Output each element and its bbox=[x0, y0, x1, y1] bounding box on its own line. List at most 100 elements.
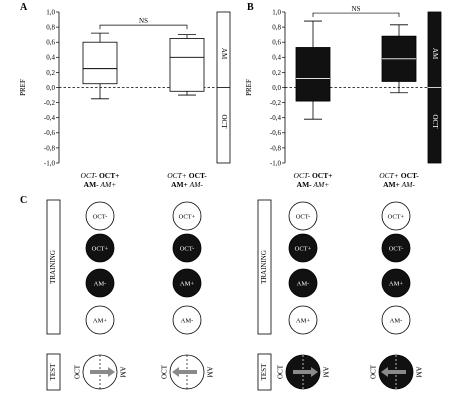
training-circle-label: AM- bbox=[94, 280, 107, 287]
training-circle bbox=[381, 233, 411, 263]
side-label-oct: OCT bbox=[431, 114, 439, 129]
condition-label-part: OCT+ bbox=[379, 171, 399, 180]
training-circle-label: AM+ bbox=[180, 280, 194, 287]
arrow-head bbox=[172, 367, 179, 377]
y-tick-label: -0,6 bbox=[270, 129, 282, 137]
condition-label: OCT+ OCT- bbox=[379, 171, 419, 180]
training-circle-label: OCT+ bbox=[295, 245, 312, 252]
y-tick-label: -0,8 bbox=[44, 144, 56, 152]
condition-label: OCT- OCT+ bbox=[81, 171, 120, 180]
condition-label-part: OCT- bbox=[294, 171, 311, 180]
training-label-box bbox=[46, 199, 61, 335]
training-circle bbox=[288, 268, 318, 298]
condition-label: OCT+ OCT- bbox=[167, 171, 207, 180]
condition-label-part: OCT+ bbox=[167, 171, 187, 180]
training-circle-label: OCT- bbox=[389, 245, 404, 252]
condition-label-part: AM- bbox=[297, 180, 312, 189]
condition-label-part: OCT+ bbox=[97, 171, 119, 180]
training-circle bbox=[381, 201, 411, 231]
training-circle bbox=[85, 268, 115, 298]
y-tick-label: 0,6 bbox=[272, 39, 281, 47]
y-tick-label: -1,0 bbox=[270, 159, 282, 167]
y-tick-label: 0,2 bbox=[272, 69, 281, 77]
y-tick-label: 0,8 bbox=[272, 24, 281, 32]
condition-label-part: AM- bbox=[84, 180, 99, 189]
training-circle-label: AM- bbox=[181, 317, 194, 324]
y-tick-label: -0,2 bbox=[44, 99, 56, 107]
training-circle-label: OCT+ bbox=[92, 245, 109, 252]
training-circle bbox=[85, 305, 115, 335]
y-tick-label: 0,0 bbox=[46, 84, 55, 92]
y-tick-label: -0,4 bbox=[44, 114, 56, 122]
test-odor-label-oct: OCT bbox=[161, 364, 169, 379]
condition-label-part: OCT- bbox=[399, 171, 419, 180]
training-circle-label: OCT+ bbox=[179, 213, 196, 220]
training-circle-label: AM+ bbox=[93, 317, 107, 324]
condition-label: AM- AM+ bbox=[84, 180, 117, 189]
box bbox=[295, 47, 331, 102]
y-tick-label: -0,6 bbox=[44, 129, 56, 137]
training-label: TRAINING bbox=[49, 250, 57, 284]
condition-label-part: AM+ bbox=[383, 180, 400, 189]
significance-bracket bbox=[312, 12, 400, 18]
training-circle bbox=[381, 268, 411, 298]
panel-letter: A bbox=[20, 2, 28, 13]
panel-letter: C bbox=[20, 195, 27, 206]
training-circle-label: AM+ bbox=[296, 317, 310, 324]
training-circle-label: AM- bbox=[297, 280, 310, 287]
training-circle bbox=[172, 233, 202, 263]
training-circle bbox=[172, 201, 202, 231]
test-label-box bbox=[46, 353, 61, 391]
condition-label-part: OCT+ bbox=[310, 171, 332, 180]
test-label: TEST bbox=[260, 363, 268, 380]
y-tick-label: 0,8 bbox=[46, 24, 55, 32]
y-tick-label: 0,0 bbox=[272, 84, 281, 92]
y-tick-label: 1,0 bbox=[272, 8, 281, 16]
y-tick-label: 0,4 bbox=[46, 54, 55, 62]
training-circle-label: OCT+ bbox=[388, 213, 405, 220]
training-circle-label: OCT- bbox=[93, 213, 108, 220]
condition-label-part: AM- bbox=[400, 180, 416, 189]
condition-label: AM+ AM- bbox=[171, 180, 203, 189]
arrow-head bbox=[381, 367, 388, 377]
test-odor-label-oct: OCT bbox=[370, 364, 378, 379]
arrow-head bbox=[311, 367, 318, 377]
significance-label: NS bbox=[352, 5, 361, 13]
y-tick-label: 0,2 bbox=[46, 69, 55, 77]
panel-c: C TRAINING TEST OCT- OCT+ AM- AM+ OCT AM OCT+ OCT-… bbox=[20, 195, 422, 391]
condition-label: AM+ AM- bbox=[383, 180, 415, 189]
training-label-box bbox=[257, 199, 272, 335]
arrow-head bbox=[108, 367, 115, 377]
condition-label-part: OCT- bbox=[187, 171, 207, 180]
y-tick-label: -1,0 bbox=[44, 159, 56, 167]
panel-b: B 1,0 0,8 0,6 0,4 0,2 0,0 -0,2 -0,4 -0,6 -0,8 -1,0 P… bbox=[245, 2, 442, 189]
condition-label-part: AM+ bbox=[312, 180, 330, 189]
y-tick-label: -0,8 bbox=[270, 144, 282, 152]
y-tick-label: 0,6 bbox=[46, 39, 55, 47]
training-circle bbox=[381, 305, 411, 335]
y-axis-label: PREF bbox=[245, 79, 253, 96]
y-tick-label: 1,0 bbox=[46, 8, 55, 16]
training-circle bbox=[288, 233, 318, 263]
condition-label-part: AM+ bbox=[99, 180, 117, 189]
training-circle bbox=[172, 268, 202, 298]
training-circle bbox=[85, 233, 115, 263]
training-circle bbox=[172, 305, 202, 335]
y-axis-label: PREF bbox=[19, 79, 27, 96]
condition-label: OCT- OCT+ bbox=[294, 171, 333, 180]
y-tick-label: -0,4 bbox=[270, 114, 282, 122]
training-label: TRAINING bbox=[260, 250, 268, 284]
test-label: TEST bbox=[49, 363, 57, 380]
side-label-am: AM bbox=[431, 48, 439, 60]
condition-label-part: AM- bbox=[188, 180, 204, 189]
training-circle-label: AM+ bbox=[389, 280, 403, 287]
side-label-am: AM bbox=[220, 48, 228, 60]
panel-letter: B bbox=[247, 2, 254, 13]
box bbox=[82, 41, 118, 85]
condition-label-part: OCT- bbox=[81, 171, 98, 180]
y-tick-label: 0,4 bbox=[272, 54, 281, 62]
y-tick-label: -0,2 bbox=[270, 99, 282, 107]
test-odor-label-oct: OCT bbox=[277, 364, 285, 379]
box bbox=[169, 38, 205, 92]
